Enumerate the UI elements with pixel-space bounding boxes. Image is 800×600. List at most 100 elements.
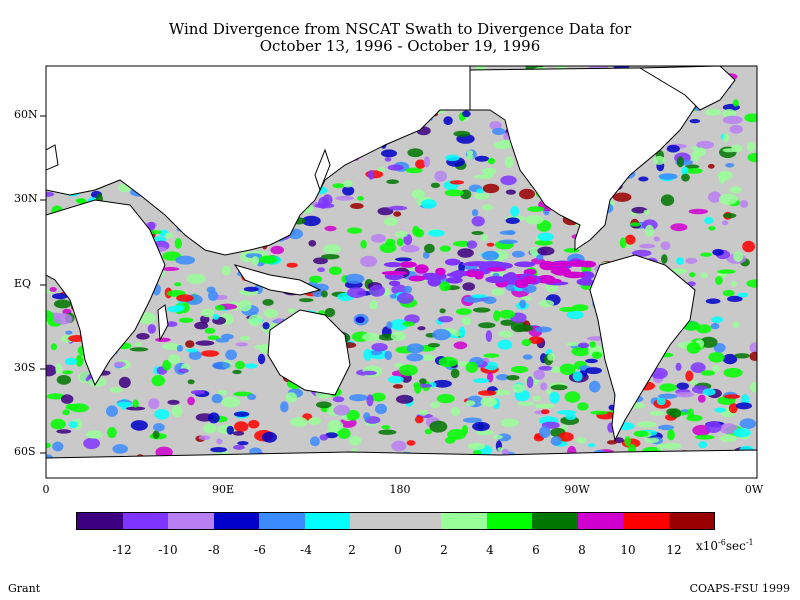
- divergence-blob: [537, 232, 554, 242]
- divergence-blob: [235, 360, 245, 370]
- divergence-blob: [83, 437, 100, 450]
- divergence-blob: [316, 401, 332, 409]
- colorbar-tick: -12: [112, 543, 132, 557]
- divergence-blob: [369, 300, 379, 310]
- divergence-blob: [649, 410, 665, 416]
- divergence-blob: [362, 332, 380, 342]
- divergence-blob: [496, 374, 510, 381]
- divergence-blob: [309, 275, 323, 283]
- divergence-blob: [474, 155, 490, 162]
- map-frame: [45, 65, 758, 479]
- divergence-blob: [162, 359, 172, 371]
- divergence-blob: [695, 434, 715, 440]
- divergence-blob: [466, 150, 474, 156]
- divergence-blob: [676, 156, 685, 168]
- divergence-blob: [714, 407, 726, 413]
- divergence-blob: [165, 321, 178, 327]
- divergence-blob: [286, 262, 298, 268]
- divergence-blob: [536, 254, 544, 261]
- divergence-blob: [418, 409, 428, 416]
- lon-label-0w: 0W: [744, 483, 764, 496]
- colorbar-swatch: [486, 513, 532, 529]
- divergence-blob: [661, 254, 668, 264]
- divergence-blob: [455, 308, 472, 315]
- colorbar-swatch: [350, 513, 396, 529]
- divergence-blob: [685, 257, 698, 264]
- divergence-blob: [368, 350, 383, 356]
- divergence-blob: [412, 225, 420, 236]
- divergence-blob: [717, 269, 736, 274]
- divergence-blob: [324, 307, 336, 318]
- convergence-band-blob: [536, 278, 562, 284]
- divergence-blob: [324, 225, 337, 232]
- divergence-blob: [129, 347, 149, 352]
- divergence-blob: [572, 371, 583, 382]
- divergence-blob: [471, 209, 479, 217]
- divergence-blob: [662, 442, 682, 450]
- divergence-blob: [576, 437, 587, 444]
- divergence-blob: [723, 367, 743, 378]
- divergence-blob: [366, 394, 374, 407]
- divergence-blob: [696, 140, 714, 149]
- divergence-blob: [721, 220, 729, 226]
- colorbar-tick: 0: [394, 543, 402, 557]
- divergence-blob: [525, 215, 544, 225]
- divergence-blob: [689, 119, 701, 124]
- divergence-blob: [689, 380, 699, 385]
- divergence-blob: [370, 392, 386, 402]
- colorbar-swatch: [668, 513, 714, 529]
- divergence-blob: [712, 365, 721, 372]
- divergence-blob: [391, 440, 407, 452]
- divergence-blob: [690, 362, 706, 373]
- divergence-blob: [126, 406, 146, 411]
- colorbar-swatch: [623, 513, 669, 529]
- divergence-blob: [53, 299, 72, 309]
- divergence-blob: [407, 148, 424, 158]
- divergence-blob: [728, 402, 738, 414]
- divergence-blob: [638, 176, 649, 182]
- colorbar-tick: 10: [620, 543, 636, 557]
- divergence-blob: [427, 343, 440, 348]
- divergence-blob: [732, 321, 740, 328]
- divergence-blob: [471, 231, 484, 235]
- divergence-blob: [705, 421, 722, 433]
- convergence-band-blob: [388, 280, 401, 286]
- divergence-blob: [749, 342, 757, 354]
- divergence-blob: [248, 419, 260, 429]
- divergence-blob: [587, 443, 596, 448]
- divergence-blob: [439, 281, 451, 292]
- divergence-blob: [504, 156, 514, 169]
- divergence-blob: [390, 331, 406, 342]
- divergence-blob: [697, 394, 706, 403]
- divergence-blob: [313, 257, 328, 265]
- divergence-blob: [571, 346, 590, 357]
- colorbar-tick: -6: [254, 543, 266, 557]
- divergence-blob: [704, 108, 721, 116]
- divergence-blob: [505, 189, 516, 195]
- divergence-blob: [396, 292, 414, 304]
- divergence-blob: [285, 392, 298, 403]
- divergence-blob: [521, 339, 532, 347]
- divergence-blob: [251, 256, 260, 266]
- divergence-blob: [237, 441, 249, 446]
- divergence-blob: [360, 255, 378, 268]
- colorbar-tick: 12: [666, 543, 682, 557]
- divergence-blob: [719, 434, 737, 443]
- divergence-blob: [532, 395, 541, 402]
- convergence-band-blob: [427, 277, 441, 287]
- divergence-blob: [164, 232, 174, 239]
- divergence-blob: [233, 411, 250, 417]
- divergence-blob: [480, 397, 498, 407]
- divergence-blob: [669, 408, 682, 419]
- divergence-blob: [201, 350, 219, 357]
- divergence-blob: [722, 289, 735, 297]
- land-australia: [267, 309, 351, 396]
- units-exponent: -6: [718, 538, 726, 547]
- divergence-blob: [65, 330, 73, 335]
- divergence-blob: [319, 434, 329, 441]
- divergence-blob: [395, 257, 412, 262]
- divergence-blob: [540, 382, 548, 391]
- divergence-blob: [482, 250, 499, 261]
- divergence-blob: [49, 287, 57, 292]
- divergence-blob: [161, 267, 180, 271]
